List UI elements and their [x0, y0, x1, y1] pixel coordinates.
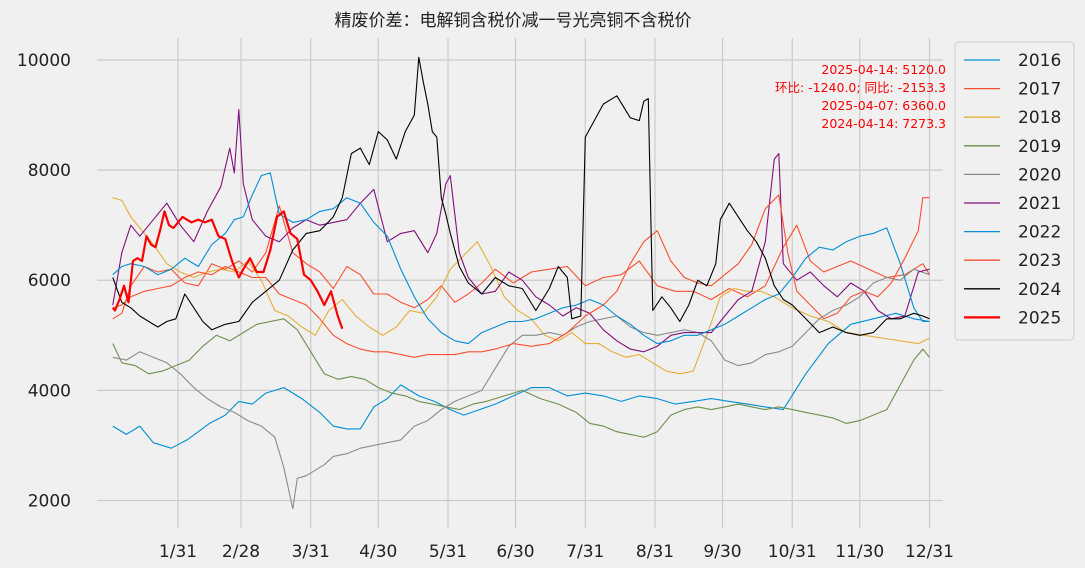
y-tick-label: 10000	[17, 51, 71, 71]
x-tick-label: 1/31	[159, 542, 197, 562]
series-line-2018	[112, 197, 930, 375]
series-line-2020	[112, 268, 930, 510]
annotation-line: 2024-04-14: 7273.3	[821, 116, 946, 131]
series-line-2016	[112, 312, 930, 449]
x-tick-label: 12/31	[905, 542, 954, 562]
tick-labels: 2000 4000 6000 8000 10000 1/31 2/28 3/31 4/30 5/3…	[17, 51, 954, 562]
x-tick-label: 7/31	[566, 542, 604, 562]
series-line-2019	[112, 318, 930, 438]
x-tick-label: 4/30	[359, 542, 397, 562]
legend-label: 2021	[1018, 194, 1061, 214]
y-tick-label: 2000	[28, 491, 71, 511]
x-tick-label: 6/30	[496, 542, 534, 562]
x-tick-label: 10/31	[768, 542, 817, 562]
legend-label: 2020	[1018, 165, 1061, 185]
x-tick-label: 9/30	[703, 542, 741, 562]
legend-label: 2024	[1018, 280, 1061, 300]
series-line-2022	[112, 172, 930, 345]
y-tick-label: 6000	[28, 271, 71, 291]
y-tick-label: 8000	[28, 161, 71, 181]
x-tick-label: 8/31	[636, 542, 674, 562]
x-tick-label: 2/28	[222, 542, 260, 562]
legend-label: 2018	[1018, 108, 1061, 128]
legend-label: 2019	[1018, 137, 1061, 157]
legend-label: 2023	[1018, 251, 1061, 271]
x-tick-label: 11/30	[835, 542, 884, 562]
legend-label: 2022	[1018, 223, 1061, 243]
x-tick-label: 3/31	[292, 542, 330, 562]
series-line-2024	[112, 56, 930, 336]
chart-title: 精废价差：电解铜含税价减一号光亮铜不含税价	[335, 11, 692, 31]
annotation-line: 2025-04-14: 5120.0	[821, 62, 946, 77]
series-layer	[111, 56, 930, 510]
annotation-line: 环比: -1240.0; 同比: -2153.3	[775, 80, 946, 95]
annotation-line: 2025-04-07: 6360.0	[821, 98, 946, 113]
series-line-2021	[112, 109, 930, 353]
legend-frame	[954, 41, 1075, 341]
legend-label: 2025	[1018, 308, 1061, 328]
x-tick-label: 5/31	[429, 542, 467, 562]
legend-label: 2016	[1018, 51, 1061, 71]
grid-layer	[97, 38, 943, 528]
annotation-box: 2025-04-14: 5120.0 环比: -1240.0; 同比: -215…	[775, 62, 946, 131]
legend: 2016 2017 2018 2019 2020 2021 2022 2023 2024 2025	[954, 41, 1075, 341]
legend-label: 2017	[1018, 80, 1061, 100]
y-tick-label: 4000	[28, 381, 71, 401]
series-line-2025	[111, 210, 344, 330]
